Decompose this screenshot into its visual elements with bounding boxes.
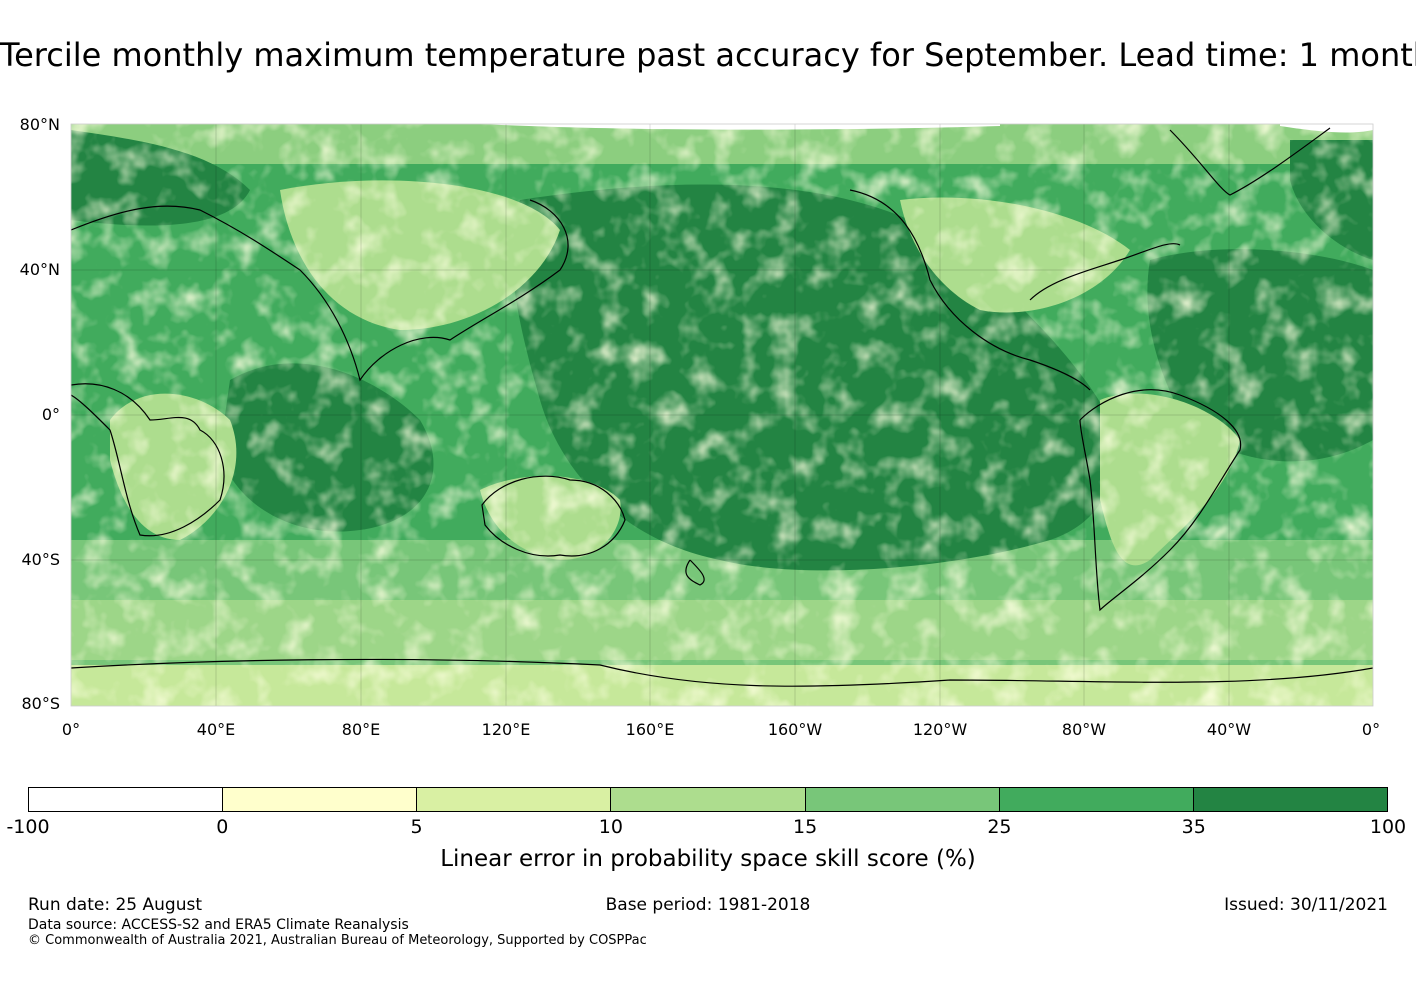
coastlines — [71, 127, 1373, 687]
map-canvas — [70, 123, 1374, 707]
graticule — [71, 124, 1373, 706]
colorbar-label: Linear error in probability space skill … — [440, 846, 976, 872]
colorbar-segment-3 — [611, 788, 806, 811]
lat-label-40n: 40°N — [19, 260, 60, 279]
lon-label-80e: 80°E — [341, 720, 381, 739]
copyright: © Commonwealth of Australia 2021, Austra… — [28, 933, 647, 948]
colorbar-tick-5: 25 — [987, 816, 1012, 838]
coast-greenland — [1169, 127, 1331, 196]
colorbar-tick-1: 0 — [216, 816, 229, 838]
lon-label-0-east: 0° — [1361, 720, 1381, 739]
colorbar-segment-5 — [999, 788, 1194, 811]
issued-date: Issued: 30/11/2021 — [1224, 895, 1388, 915]
colorbar-tick-2: 5 — [410, 816, 423, 838]
colorbar-segment-0 — [29, 788, 224, 811]
lon-label-160w: 160°W — [767, 720, 823, 739]
field-noise — [71, 124, 1373, 706]
lon-label-40e: 40°E — [196, 720, 236, 739]
map-field — [71, 124, 1373, 706]
colorbar-tick-7: 100 — [1369, 816, 1407, 838]
colorbar-tick-4: 15 — [793, 816, 818, 838]
lat-label-0: 0° — [41, 405, 60, 424]
colorbar — [28, 787, 1388, 812]
lat-label-80s: 80°S — [21, 694, 60, 713]
lon-label-120w: 120°W — [912, 720, 968, 739]
coast-antarctica — [71, 658, 1373, 687]
data-source: Data source: ACCESS-S2 and ERA5 Climate … — [28, 917, 409, 933]
map-frame — [70, 123, 1374, 707]
colorbar-tick-3: 10 — [598, 816, 623, 838]
lon-label-40w: 40°W — [1206, 720, 1252, 739]
colorbar-tick-0: -100 — [6, 816, 50, 838]
lat-label-80n: 80°N — [19, 115, 60, 134]
coast-new-zealand — [685, 559, 705, 586]
lon-label-160e: 160°E — [625, 720, 675, 739]
coast-eurasia — [71, 199, 569, 382]
colorbar-segment-2 — [417, 788, 612, 811]
lon-label-120e: 120°E — [481, 720, 531, 739]
field-arctic-white-east — [1280, 124, 1373, 133]
field-arctic-white — [480, 124, 1000, 130]
colorbar-segment-4 — [805, 788, 1000, 811]
coast-australia — [481, 475, 626, 557]
coast-north-america-west — [849, 189, 1091, 391]
skill-map: 80°N 40°N 0° 40°S 80°S 0° 40°E 80°E 120°… — [19, 115, 1381, 739]
lat-label-40s: 40°S — [21, 550, 60, 569]
colorbar-tick-6: 35 — [1181, 816, 1206, 838]
map-title: Tercile monthly maximum temperature past… — [0, 36, 1416, 74]
run-date: Run date: 25 August — [28, 895, 202, 915]
coast-africa — [71, 383, 225, 537]
lon-label-0-west: 0° — [61, 720, 81, 739]
colorbar-segment-6 — [1193, 788, 1387, 811]
lon-label-80w: 80°W — [1061, 720, 1107, 739]
coast-north-america-east — [1029, 243, 1181, 301]
colorbar-segment-1 — [223, 788, 418, 811]
base-period: Base period: 1981-2018 — [605, 895, 811, 915]
coast-south-america — [1079, 389, 1242, 612]
map-title-text: Tercile monthly maximum temperature past… — [0, 36, 1416, 74]
